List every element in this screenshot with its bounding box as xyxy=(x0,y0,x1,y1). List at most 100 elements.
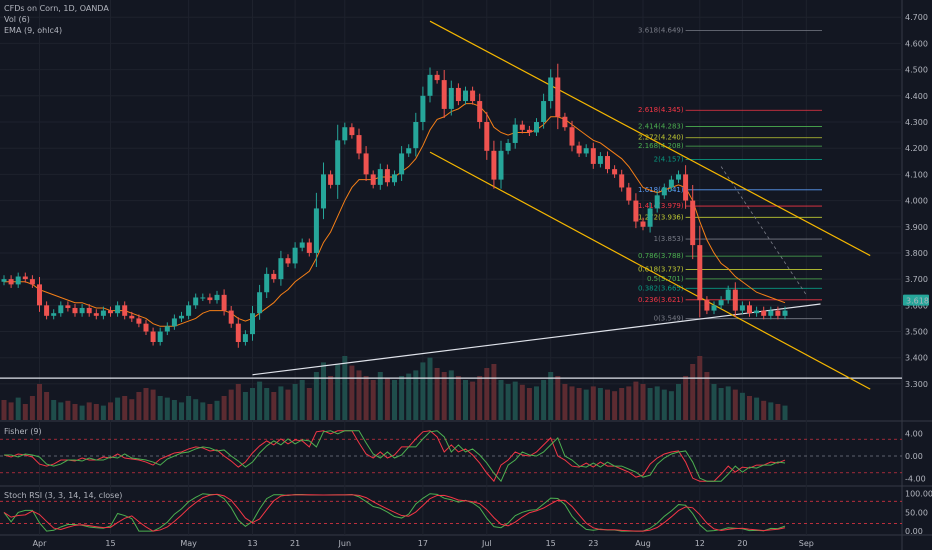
candle xyxy=(37,277,42,312)
candle-body xyxy=(399,153,405,175)
candle-body xyxy=(491,150,497,180)
volume-bar xyxy=(321,362,326,420)
fisher-legend[interactable]: Fisher (9) xyxy=(4,427,42,436)
candle xyxy=(136,314,142,328)
candle-body xyxy=(313,208,319,253)
volume-bar xyxy=(512,381,518,420)
volume-bar xyxy=(399,376,405,420)
volume-bar xyxy=(427,357,433,420)
candle-body xyxy=(349,127,355,136)
volume-bar xyxy=(193,399,199,420)
candle-body xyxy=(164,326,170,332)
volume-bar xyxy=(555,376,561,420)
time-tick-label: 17 xyxy=(418,539,428,548)
candle-body xyxy=(392,174,397,183)
volume-bar xyxy=(619,388,625,420)
volume-bar xyxy=(328,376,334,420)
candle xyxy=(754,306,760,317)
candle-body xyxy=(22,276,28,280)
candle-body xyxy=(8,279,14,285)
volume-bar xyxy=(65,400,71,420)
volume-bar xyxy=(164,397,170,420)
rising-support-trendline xyxy=(252,303,821,376)
candle xyxy=(321,162,326,220)
volume-bar xyxy=(15,397,21,420)
volume-bar xyxy=(200,402,206,420)
stoch-legend[interactable]: Stoch RSI (3, 3, 14, 14, close) xyxy=(4,491,123,500)
candle-body xyxy=(605,156,610,170)
ema-legend[interactable]: EMA (9, ohlc4) xyxy=(4,26,63,35)
candle xyxy=(72,304,78,317)
candle xyxy=(79,304,85,317)
price-tick-label: 3.400 xyxy=(905,354,928,363)
candle xyxy=(8,275,14,288)
candle-body xyxy=(79,307,85,314)
volume-bar xyxy=(739,392,745,420)
candle xyxy=(725,285,731,304)
volume-bar xyxy=(661,389,667,420)
candle xyxy=(413,112,419,157)
candle-body xyxy=(51,313,57,316)
candle xyxy=(285,254,291,267)
volume-bar xyxy=(278,386,284,420)
candle-body xyxy=(335,140,341,185)
volume-bar xyxy=(576,388,582,420)
volume-bar xyxy=(392,380,397,420)
time-axis[interactable]: Apr 15 May 13 21 Jun 17 Jul 15 23 Aug 12 20 Sep xyxy=(33,539,814,548)
volume-bar xyxy=(37,384,42,420)
fisher-tick-label: -4.00 xyxy=(905,474,926,483)
candle xyxy=(612,165,618,178)
candle-body xyxy=(612,169,618,175)
fib-level: 2(4.157) xyxy=(654,155,822,163)
fisher-tick-label: 4.00 xyxy=(905,430,923,439)
candle-body xyxy=(420,95,426,122)
candle xyxy=(690,184,696,260)
candle-body xyxy=(747,305,752,314)
volume-bar xyxy=(455,376,461,420)
volume-bar xyxy=(519,384,525,420)
candle-body xyxy=(235,323,241,342)
candle-body xyxy=(512,124,518,143)
volume-bar xyxy=(136,392,142,420)
price-tick-label: 3.900 xyxy=(905,223,928,232)
candle xyxy=(505,139,511,155)
candle xyxy=(200,293,206,302)
candle-body xyxy=(633,200,639,222)
price-axis[interactable]: 4.700 4.600 4.500 4.400 4.300 4.200 4.100 4.000… xyxy=(905,13,928,389)
candle xyxy=(420,86,426,131)
volume-bar xyxy=(100,405,106,420)
candle xyxy=(541,93,547,129)
time-tick-label: 13 xyxy=(247,539,257,548)
candle xyxy=(491,140,497,189)
symbol-title[interactable]: CFDs on Corn, 1D, OANDA xyxy=(4,4,109,13)
fib-level: 2.168(4.208) xyxy=(638,142,822,150)
candle-body xyxy=(562,116,568,128)
candle xyxy=(335,124,341,199)
candle xyxy=(399,146,405,181)
time-tick-label: 20 xyxy=(737,539,747,548)
volume-bar xyxy=(761,400,767,420)
volume-bar xyxy=(747,396,752,420)
candle-body xyxy=(690,200,696,246)
candle xyxy=(384,164,390,187)
candle-body xyxy=(441,80,447,109)
candle-body xyxy=(342,127,348,141)
candle-body xyxy=(448,87,454,109)
candle xyxy=(221,289,227,316)
stoch-tick-label: 100.00 xyxy=(905,490,932,499)
volume-bar xyxy=(257,381,263,420)
volume-bar xyxy=(377,372,383,420)
volume-bar xyxy=(683,376,689,420)
volume-bar xyxy=(384,378,390,420)
volume-bar xyxy=(569,386,575,420)
candle-body xyxy=(718,300,724,306)
fib-level-label: 2.272(4.240) xyxy=(638,134,684,142)
vol-legend[interactable]: Vol (6) xyxy=(4,15,30,24)
candle-body xyxy=(285,258,291,264)
candle xyxy=(739,301,745,315)
candle-body xyxy=(264,273,270,293)
candle xyxy=(58,301,64,317)
fibonacci-extension: 3.618(4.649) 2.618(4.345) 2.414(4.283) 2.27… xyxy=(638,27,822,323)
fib-level-label: 3.618(4.649) xyxy=(638,27,684,35)
